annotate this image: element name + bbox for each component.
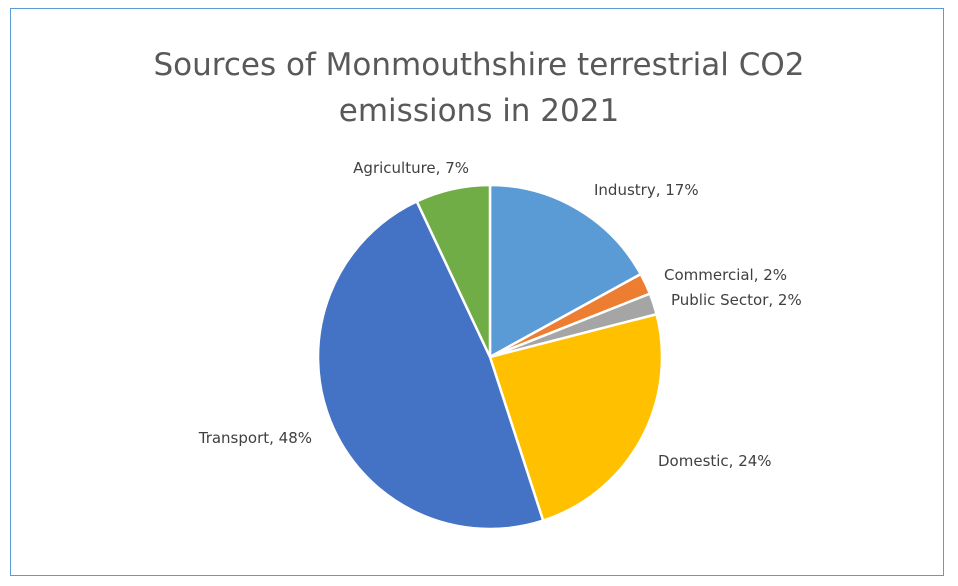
data-label-industry: Industry, 17% [594, 181, 699, 199]
data-label-commercial: Commercial, 2% [664, 266, 787, 284]
chart-title-line-2: emissions in 2021 [338, 93, 620, 129]
pie-slice-industry [488, 183, 642, 359]
data-label-domestic: Domestic, 24% [658, 452, 772, 470]
pie-slice-domestic [488, 312, 664, 522]
pie-slice-agriculture [415, 183, 492, 359]
chart-title: Sources of Monmouthshire terrestrial CO2… [0, 42, 958, 134]
data-label-transport: Transport, 48% [198, 429, 312, 447]
pie-slices [316, 183, 664, 531]
data-label-agriculture: Agriculture, 7% [353, 159, 469, 177]
data-label-public-sector: Public Sector, 2% [671, 291, 802, 309]
pie-slice-transport [316, 200, 545, 531]
pie-labels: Industry, 17% Commercial, 2% Public Sector… [198, 159, 802, 470]
chart-title-line-1: Sources of Monmouthshire terrestrial CO2 [153, 47, 805, 83]
